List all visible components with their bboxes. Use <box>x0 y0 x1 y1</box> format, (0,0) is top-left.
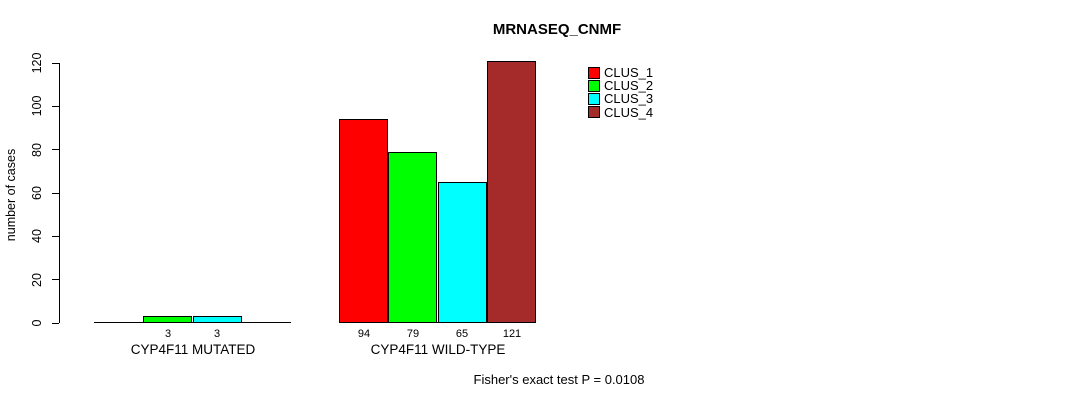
legend-swatch-clus_1 <box>588 66 600 79</box>
legend-entry-clus_4: CLUS_4 <box>588 104 654 120</box>
y-axis-tick-label: 100 <box>30 95 44 117</box>
bar-clus_2-group2 <box>388 152 437 323</box>
y-axis-tick <box>52 149 59 151</box>
y-axis-tick <box>52 279 59 281</box>
y-axis-tick-label: 20 <box>30 272 44 287</box>
legend-label: CLUS_2 <box>604 78 654 94</box>
y-axis-line <box>59 63 60 323</box>
bar-value-label: 94 <box>357 328 371 340</box>
legend-entry-clus_2: CLUS_2 <box>588 78 654 94</box>
bar-value-label: 79 <box>406 328 420 340</box>
legend-entry-clus_1: CLUS_1 <box>588 65 654 80</box>
group-baseline <box>94 322 291 323</box>
legend-label: CLUS_4 <box>604 104 654 120</box>
bar-value-label: 65 <box>455 328 469 340</box>
bar-clus_3-group1 <box>193 316 242 323</box>
legend-swatch-clus_2 <box>588 79 600 92</box>
y-axis-tick-label: 120 <box>30 52 44 74</box>
y-axis-tick <box>52 235 59 237</box>
category-label-group2: CYP4F11 WILD-TYPE <box>370 342 506 357</box>
y-axis-tick <box>52 322 59 324</box>
y-axis-tick-label: 80 <box>30 142 44 157</box>
legend-label: CLUS_3 <box>604 91 654 107</box>
bar-value-label: 121 <box>502 328 522 340</box>
y-axis-label: number of cases <box>4 148 18 242</box>
bar-value-label: 3 <box>164 328 172 340</box>
legend-entry-clus_3: CLUS_3 <box>588 91 654 107</box>
bar-clus_2-group1 <box>143 316 192 323</box>
annotation-text: Fisher's exact test P = 0.0108 <box>473 372 645 387</box>
y-axis-tick-label: 0 <box>30 319 44 327</box>
bar-value-label: 3 <box>213 328 221 340</box>
bar-clus_1-group2 <box>339 119 388 323</box>
bar-clus_4-group2 <box>487 61 536 323</box>
y-axis-tick <box>52 62 59 64</box>
bar-clus_3-group2 <box>438 182 487 323</box>
y-axis-tick <box>52 105 59 107</box>
legend-swatch-clus_4 <box>588 106 600 119</box>
y-axis-tick <box>52 192 59 194</box>
y-axis-tick-label: 40 <box>30 229 44 244</box>
group-baseline <box>339 322 536 323</box>
chart-title: MRNASEQ_CNMF <box>492 21 622 38</box>
legend-swatch-clus_3 <box>588 92 600 105</box>
category-label-group1: CYP4F11 MUTATED <box>130 342 256 357</box>
y-axis-tick-label: 60 <box>30 186 44 200</box>
legend-label: CLUS_1 <box>604 65 654 80</box>
